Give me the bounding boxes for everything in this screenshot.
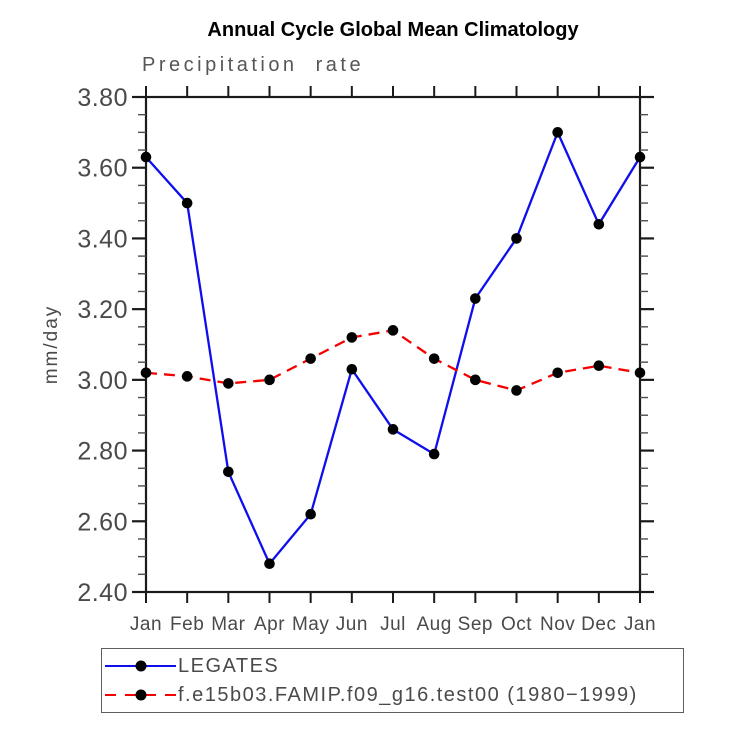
data-point-marker bbox=[140, 151, 152, 163]
data-point-marker bbox=[634, 151, 646, 163]
y-axis-tick-label: 3.80 bbox=[77, 84, 128, 112]
data-point-marker bbox=[387, 325, 399, 336]
series-line-1 bbox=[145, 329, 641, 392]
x-axis-tick-label: Oct bbox=[501, 614, 532, 635]
y-axis-tick-label: 2.60 bbox=[77, 508, 128, 536]
x-axis-tick-label: Jun bbox=[336, 614, 368, 635]
data-point-marker bbox=[634, 367, 646, 379]
data-point-marker bbox=[223, 466, 234, 478]
data-point-marker bbox=[593, 218, 605, 230]
legend-box: LEGATES f.e15b03.FAMIP.f09_g16.test00 (1… bbox=[101, 648, 684, 713]
data-point-marker bbox=[346, 332, 358, 343]
legend-line-sample-dashed bbox=[105, 689, 176, 701]
data-point-marker bbox=[470, 374, 481, 386]
x-axis-tick-label: Jan bbox=[624, 614, 656, 635]
data-point-marker bbox=[264, 374, 275, 386]
data-point-marker bbox=[428, 448, 440, 460]
x-axis-tick-label: Sep bbox=[458, 614, 493, 635]
y-axis-title: mm/day bbox=[41, 305, 62, 385]
data-point-marker bbox=[305, 353, 316, 364]
data-point-marker bbox=[428, 353, 440, 364]
chart-title: Annual Cycle Global Mean Climatology bbox=[207, 19, 579, 41]
y-axis-tick-label: 3.40 bbox=[77, 225, 128, 253]
data-point-marker bbox=[593, 360, 605, 372]
y-axis-tick-label: 2.80 bbox=[77, 438, 128, 466]
data-point-marker bbox=[387, 424, 399, 435]
x-axis-tick-label: Mar bbox=[211, 614, 245, 635]
data-point-marker bbox=[470, 293, 481, 304]
plot-frame bbox=[144, 95, 642, 594]
legend-item-model: f.e15b03.FAMIP.f09_g16.test00 (1980−1999… bbox=[105, 683, 683, 707]
data-point-marker bbox=[264, 558, 275, 570]
y-axis-tick-label: 3.60 bbox=[77, 155, 128, 183]
data-point-marker bbox=[552, 367, 563, 379]
data-point-marker bbox=[511, 385, 522, 396]
x-axis-tick-label: Apr bbox=[254, 614, 285, 635]
x-axis-tick-label: Aug bbox=[417, 614, 452, 635]
data-point-marker bbox=[181, 371, 193, 382]
data-point-marker bbox=[346, 363, 358, 375]
data-point-marker bbox=[181, 197, 193, 209]
x-axis-tick-label: May bbox=[292, 614, 329, 635]
marker-dot-icon bbox=[135, 689, 146, 701]
y-axis-tick-label: 3.20 bbox=[77, 296, 128, 324]
data-point-marker bbox=[223, 378, 234, 389]
y-axis-tick-label: 2.40 bbox=[77, 579, 128, 607]
legend-label-legates: LEGATES bbox=[178, 654, 280, 677]
data-point-marker bbox=[305, 508, 316, 520]
data-point-marker bbox=[511, 233, 522, 244]
series-line-0 bbox=[145, 129, 641, 566]
legend-label-model: f.e15b03.FAMIP.f09_g16.test00 (1980−1999… bbox=[178, 683, 638, 706]
legend-line-sample-solid bbox=[105, 660, 176, 672]
y-axis-tick-label: 3.00 bbox=[77, 367, 128, 395]
x-axis-tick-label: Feb bbox=[170, 614, 204, 635]
data-point-marker bbox=[552, 127, 563, 138]
marker-dot-icon bbox=[135, 660, 146, 672]
data-point-marker bbox=[140, 367, 152, 379]
x-axis-tick-label: Jan bbox=[130, 614, 162, 635]
x-axis-tick-label: Nov bbox=[540, 614, 575, 635]
x-axis-tick-label: Dec bbox=[581, 614, 616, 635]
legend-item-legates: LEGATES bbox=[105, 654, 683, 678]
x-axis-tick-label: Jul bbox=[380, 614, 406, 635]
chart-subtitle: Precipitation rate bbox=[142, 54, 365, 76]
